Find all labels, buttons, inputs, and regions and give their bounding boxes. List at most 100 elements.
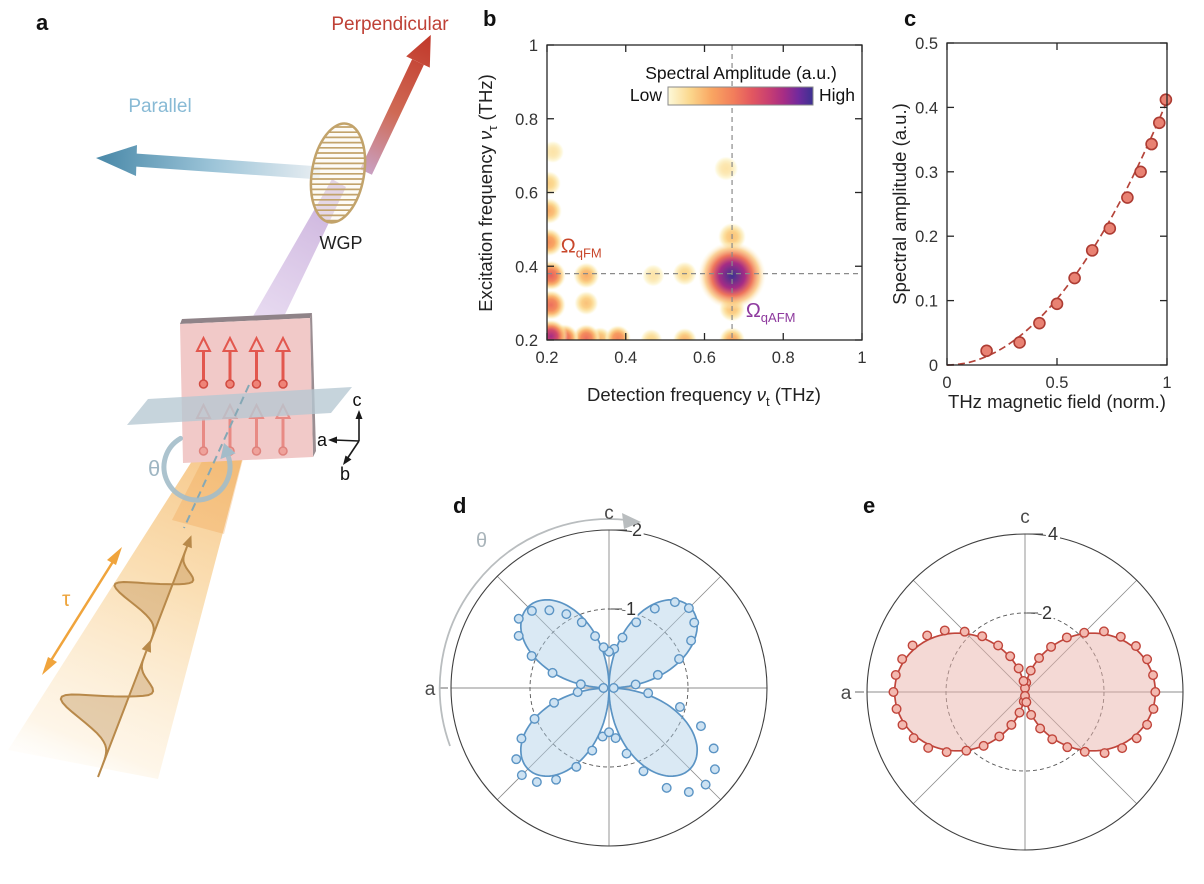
polar-data-point [1061, 632, 1072, 643]
polar-data-point [897, 654, 908, 665]
polar-data-point [1131, 733, 1142, 744]
polar-data-point [1117, 743, 1128, 754]
data-point [1103, 222, 1117, 235]
xaxis-label-b: Detection frequency νt (THz) [587, 384, 821, 409]
polar-data-point [610, 733, 621, 744]
polar-data-point [649, 603, 660, 614]
ring-tick-label: 2 [1042, 603, 1052, 623]
polar-data-point [922, 630, 933, 641]
polar-data-point [674, 653, 685, 664]
data-point [1159, 93, 1173, 106]
spin-arrows-top [195, 335, 292, 389]
data-point [1033, 316, 1046, 330]
polar-data-point [551, 774, 562, 785]
yaxis-label-c: Spectral amplitude (a.u.) [889, 103, 910, 305]
polar-data-point [686, 635, 697, 646]
polar-data-point [603, 727, 614, 738]
tick-label: 0.2 [915, 228, 938, 246]
polar-data-point [513, 630, 524, 641]
spectral-peak [547, 319, 568, 340]
spectral-peak [547, 260, 566, 291]
polar-data-point [1034, 653, 1045, 664]
polar-data-point [891, 703, 902, 714]
data-point [1050, 297, 1064, 311]
polar-data-point [1013, 663, 1024, 674]
theta-label-a: θ [148, 456, 160, 481]
polar-outer-circle [450, 529, 768, 847]
polar-data-point [513, 613, 524, 624]
polar-data-point [1026, 709, 1037, 720]
panel-d-polar-parallel: 12 θ c a d [425, 493, 768, 847]
polar-data-point [683, 603, 694, 614]
data-points-c [980, 93, 1173, 358]
wgp-label: WGP [320, 233, 363, 253]
polar-data-point [526, 605, 537, 616]
ring-tick-label: 1 [626, 599, 636, 619]
polar-ring-labels-d: 12 [611, 518, 645, 622]
polar-data-point [598, 682, 609, 693]
tick-label: 0.5 [915, 35, 938, 53]
polar-data-point [1148, 703, 1159, 714]
panel-e-polar-perpendicular: 24 c a e [841, 493, 1184, 851]
polar-data-point [708, 743, 719, 754]
polar-data-point [1025, 665, 1036, 676]
panel-c-label: c [904, 6, 916, 31]
polar-data-point [547, 667, 558, 678]
polar-data-point [993, 640, 1004, 651]
tick-label: 0.4 [915, 99, 938, 117]
polar-data-point [526, 650, 537, 661]
polar-data-point [511, 754, 522, 765]
polar-a-label-d: a [425, 679, 436, 700]
colorbar-high-label: High [819, 85, 855, 105]
pulse-arrowhead [141, 639, 152, 653]
polar-data-point [959, 626, 970, 637]
colorbar-title: Spectral Amplitude (a.u.) [645, 63, 837, 83]
tick-label: 0 [929, 357, 938, 375]
polar-points-d [511, 597, 720, 798]
tick-label: 0.3 [915, 164, 938, 182]
polar-data-point [590, 631, 601, 642]
polar-data-point [531, 777, 542, 788]
polar-data-point [1148, 670, 1159, 681]
polar-data-point [669, 597, 680, 608]
data-point [1152, 116, 1166, 130]
tick-label: 0.4 [515, 258, 538, 276]
polar-data-point [888, 686, 899, 697]
panel-b-2d-spectrum: 0.2 0.4 0.6 0.8 1 0.2 0.4 0.6 0.8 1 Spectral Ampl… [475, 6, 867, 409]
mode-annotation: ΩqAFM [746, 300, 796, 325]
spectral-peak [574, 291, 599, 316]
polar-data-point [689, 617, 700, 628]
polar-a-label-e: a [841, 683, 852, 704]
spectral-peak [547, 171, 561, 196]
polar-data-point [695, 721, 706, 732]
polar-data-point [961, 745, 972, 756]
quadratic-fit [946, 100, 1168, 366]
polar-data-point [908, 733, 919, 744]
tick-label: 0.4 [614, 349, 637, 367]
polar-data-point [709, 764, 720, 775]
axis-ticks-b: 0.2 0.4 0.6 0.8 1 0.2 0.4 0.6 0.8 1 [515, 37, 867, 367]
polar-data-point [630, 679, 641, 690]
polar-outer-circle [866, 533, 1184, 851]
beam-axis-dashed [183, 384, 250, 529]
polar-data-point [1006, 719, 1017, 730]
polar-data-point [1079, 746, 1090, 757]
thz-pulses [59, 535, 195, 778]
data-point [1068, 271, 1081, 285]
tau-delay-arrow [42, 547, 122, 675]
spectral-peak [698, 241, 767, 310]
spectral-peak [547, 228, 563, 257]
polar-data-point [561, 609, 572, 620]
fit-curve-c [946, 100, 1168, 366]
tick-label: 1 [529, 37, 538, 55]
tick-label: 0.1 [915, 293, 938, 311]
panel-a-label: a [36, 10, 49, 35]
theta-label-d: θ [476, 530, 487, 552]
panel-c-field-dependence: 0 0.5 1 0 0.1 0.2 0.3 0.4 0.5 THz magnetic field… [889, 6, 1173, 412]
wgp-polarizer [305, 122, 372, 224]
tau-label: τ [62, 588, 71, 611]
plot-box-c [946, 42, 1168, 366]
polar-data-point [700, 779, 711, 790]
polar-data-point [643, 688, 654, 699]
spectral-peak [547, 140, 564, 163]
